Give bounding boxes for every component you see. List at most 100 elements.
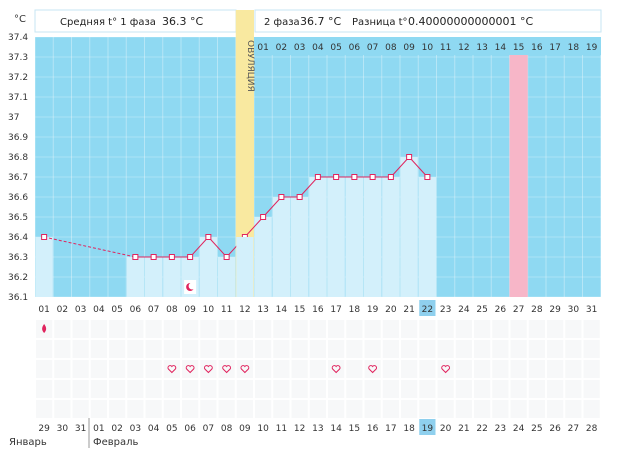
marker-cell[interactable] <box>510 320 527 338</box>
marker-cell[interactable] <box>510 360 527 378</box>
calendar-date[interactable]: 15 <box>349 424 360 434</box>
temperature-point[interactable] <box>351 174 358 180</box>
marker-cell[interactable] <box>36 340 53 358</box>
marker-cell[interactable] <box>328 380 345 398</box>
marker-cell[interactable] <box>218 320 235 338</box>
marker-cell[interactable] <box>547 320 564 338</box>
calendar-date[interactable]: 22 <box>476 424 487 434</box>
cycle-day-number[interactable]: 21 <box>403 305 414 315</box>
calendar-date[interactable]: 16 <box>367 424 379 434</box>
marker-cell[interactable] <box>437 400 454 418</box>
marker-cell[interactable] <box>90 380 107 398</box>
temperature-point[interactable] <box>406 154 413 160</box>
temperature-point[interactable] <box>150 254 157 260</box>
cycle-day-number[interactable]: 04 <box>93 305 105 315</box>
marker-cell[interactable] <box>492 400 509 418</box>
marker-cell[interactable] <box>364 360 381 378</box>
cycle-day-number[interactable]: 26 <box>495 305 507 315</box>
marker-cell[interactable] <box>565 340 582 358</box>
marker-cell[interactable] <box>218 400 235 418</box>
marker-cell[interactable] <box>127 340 144 358</box>
calendar-date[interactable]: 25 <box>531 424 542 434</box>
marker-cell[interactable] <box>236 400 253 418</box>
marker-cell[interactable] <box>547 340 564 358</box>
marker-cell[interactable] <box>200 320 217 338</box>
cycle-day-number[interactable]: 27 <box>513 305 524 315</box>
marker-cell[interactable] <box>72 320 89 338</box>
calendar-date[interactable]: 11 <box>276 424 287 434</box>
marker-cell[interactable] <box>72 400 89 418</box>
marker-cell[interactable] <box>255 360 272 378</box>
marker-cell[interactable] <box>346 320 363 338</box>
marker-cell[interactable] <box>255 380 272 398</box>
calendar-date[interactable]: 19 <box>422 424 434 434</box>
cycle-day-number[interactable]: 22 <box>422 305 433 315</box>
calendar-date[interactable]: 28 <box>586 424 598 434</box>
calendar-date[interactable]: 17 <box>385 424 396 434</box>
marker-cell[interactable] <box>583 340 600 358</box>
marker-cell[interactable] <box>455 400 472 418</box>
marker-cell[interactable] <box>382 360 399 378</box>
marker-cell[interactable] <box>72 380 89 398</box>
marker-cell[interactable] <box>364 320 381 338</box>
marker-cell[interactable] <box>419 380 436 398</box>
marker-cell[interactable] <box>528 380 545 398</box>
marker-cell[interactable] <box>401 380 418 398</box>
marker-cell[interactable] <box>528 320 545 338</box>
cycle-day-number[interactable]: 18 <box>349 305 361 315</box>
marker-cell[interactable] <box>218 360 235 378</box>
marker-cell[interactable] <box>163 320 180 338</box>
calendar-date[interactable]: 02 <box>111 424 122 434</box>
marker-cell[interactable] <box>346 360 363 378</box>
marker-cell[interactable] <box>328 400 345 418</box>
temperature-point[interactable] <box>132 254 139 260</box>
marker-cell[interactable] <box>145 340 162 358</box>
marker-cell[interactable] <box>328 360 345 378</box>
marker-cell[interactable] <box>437 360 454 378</box>
marker-cell[interactable] <box>437 320 454 338</box>
calendar-date[interactable]: 14 <box>330 424 342 434</box>
calendar-date[interactable]: 24 <box>513 424 525 434</box>
marker-cell[interactable] <box>474 360 491 378</box>
marker-cell[interactable] <box>419 400 436 418</box>
cycle-day-number[interactable]: 11 <box>221 305 232 315</box>
marker-cell[interactable] <box>218 380 235 398</box>
cycle-day-number[interactable]: 23 <box>440 305 451 315</box>
marker-cell[interactable] <box>218 340 235 358</box>
cycle-day-number[interactable]: 15 <box>294 305 305 315</box>
calendar-date[interactable]: 01 <box>93 424 104 434</box>
marker-cell[interactable] <box>528 360 545 378</box>
marker-cell[interactable] <box>273 340 290 358</box>
calendar-date[interactable]: 29 <box>38 424 50 434</box>
marker-cell[interactable] <box>309 360 326 378</box>
marker-cell[interactable] <box>346 340 363 358</box>
marker-cell[interactable] <box>200 340 217 358</box>
calendar-date[interactable]: 20 <box>440 424 452 434</box>
marker-cell[interactable] <box>291 400 308 418</box>
marker-cell[interactable] <box>145 320 162 338</box>
marker-cell[interactable] <box>474 320 491 338</box>
cycle-day-number[interactable]: 16 <box>312 305 324 315</box>
marker-cell[interactable] <box>583 380 600 398</box>
temperature-point[interactable] <box>205 234 212 240</box>
marker-cell[interactable] <box>109 380 126 398</box>
cycle-day-number[interactable]: 19 <box>367 305 379 315</box>
cycle-day-number[interactable]: 20 <box>385 305 397 315</box>
calendar-date[interactable]: 05 <box>166 424 177 434</box>
marker-cell[interactable] <box>182 340 199 358</box>
marker-cell[interactable] <box>127 380 144 398</box>
marker-cell[interactable] <box>163 360 180 378</box>
cycle-day-number[interactable]: 05 <box>111 305 122 315</box>
temperature-point[interactable] <box>41 234 48 240</box>
marker-cell[interactable] <box>492 380 509 398</box>
marker-cell[interactable] <box>437 340 454 358</box>
marker-cell[interactable] <box>72 340 89 358</box>
marker-cell[interactable] <box>182 360 199 378</box>
calendar-date[interactable]: 18 <box>403 424 415 434</box>
temperature-point[interactable] <box>424 174 431 180</box>
marker-cell[interactable] <box>145 360 162 378</box>
cycle-day-number[interactable]: 03 <box>75 305 86 315</box>
marker-cell[interactable] <box>309 320 326 338</box>
temperature-point[interactable] <box>369 174 376 180</box>
cycle-day-number[interactable]: 02 <box>57 305 68 315</box>
